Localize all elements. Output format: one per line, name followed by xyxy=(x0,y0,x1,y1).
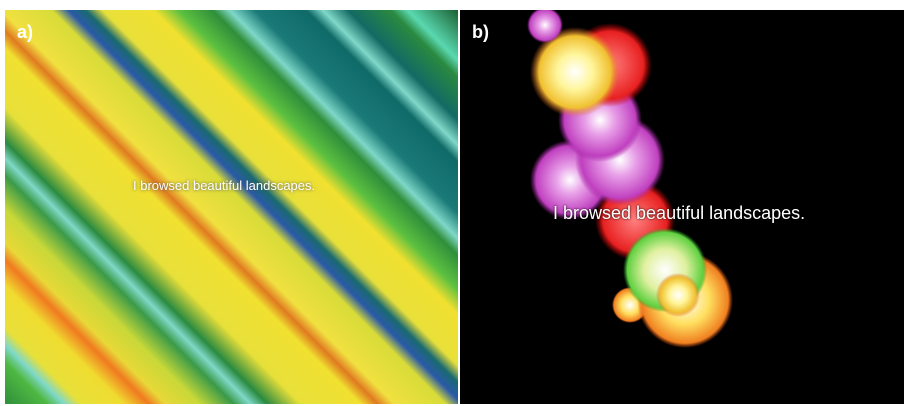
caption: I browsed beautiful landscapes. xyxy=(553,203,805,224)
caption: I browsed beautiful landscapes. xyxy=(133,178,315,193)
page: a) I browsed beautiful landscapes. b) I … xyxy=(0,0,906,406)
panel-label: a) xyxy=(17,22,33,43)
panel-label: b) xyxy=(472,22,489,43)
panel-a: a) I browsed beautiful landscapes. xyxy=(5,10,458,404)
panel-b: b) I browsed beautiful landscapes. xyxy=(460,10,904,404)
